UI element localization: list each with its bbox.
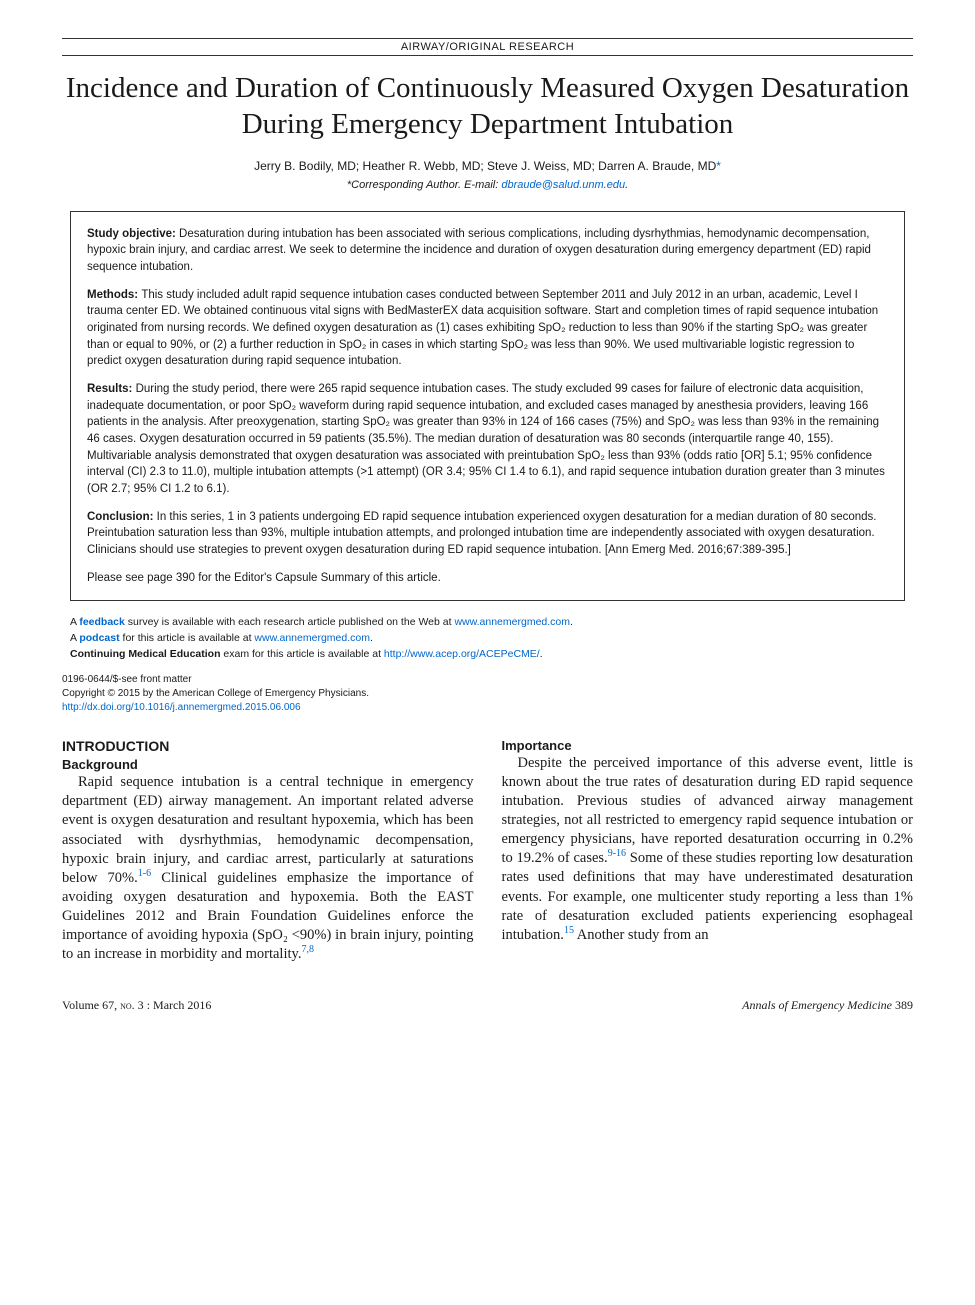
column-left: INTRODUCTION Background Rapid sequence i… [62,737,474,965]
cme-url[interactable]: http://www.acep.org/ACEPeCME/ [384,648,540,660]
podcast-notice: A podcast for this article is available … [70,631,905,647]
objective-text: Desaturation during intubation has been … [87,228,871,273]
objective-label: Study objective: [87,228,179,240]
abstract-results: Results: During the study period, there … [87,381,888,498]
corresponding-period: . [625,179,628,191]
podcast-period: . [370,632,373,644]
cme-notice: Continuing Medical Education exam for th… [70,647,905,663]
cme-label: Continuing Medical Education [70,648,221,660]
methods-label: Methods: [87,289,141,301]
podcast-link[interactable]: podcast [79,632,119,644]
methods-text: This study included adult rapid sequence… [87,289,878,368]
podcast-mid: for this article is available at [120,632,255,644]
conclusion-label: Conclusion: [87,511,157,523]
results-text: During the study period, there were 265 … [87,383,885,495]
importance-heading: Importance [502,737,914,754]
footer-issue: no. 3 [120,998,144,1012]
abstract-objective: Study objective: Desaturation during int… [87,226,888,276]
abstract-methods: Methods: This study included adult rapid… [87,287,888,370]
column-right: Importance Despite the perceived importa… [502,737,914,965]
feedback-mid: survey is available with each research a… [125,616,455,628]
copyright-line: Copyright © 2015 by the American College… [62,687,913,701]
abstract-box: Study objective: Desaturation during int… [70,211,905,602]
importance-text-c: Another study from an [574,927,709,943]
ref-link-1-6[interactable]: 1-6 [138,868,151,879]
ref-link-7-8[interactable]: 7,8 [301,944,314,955]
feedback-pre: A [70,616,79,628]
article-title: Incidence and Duration of Continuously M… [62,70,913,143]
footer-journal: Annals of Emergency Medicine [742,998,892,1012]
introduction-heading: INTRODUCTION [62,737,474,755]
cme-period: . [540,648,543,660]
doi-link[interactable]: http://dx.doi.org/10.1016/j.annemergmed.… [62,702,301,713]
footer-right: Annals of Emergency Medicine 389 [742,998,913,1013]
section-header: AIRWAY/ORIGINAL RESEARCH [62,38,913,56]
background-paragraph: Rapid sequence intubation is a central t… [62,773,474,964]
results-label: Results: [87,383,136,395]
front-matter: 0196-0644/$-see front matter Copyright ©… [62,673,913,715]
conclusion-text: In this series, 1 in 3 patients undergoi… [87,511,877,556]
body-columns: INTRODUCTION Background Rapid sequence i… [62,737,913,965]
corresponding-label: *Corresponding Author. E-mail: [347,179,501,191]
cme-mid: exam for this article is available at [221,648,384,660]
ref-link-15[interactable]: 15 [564,925,574,936]
podcast-pre: A [70,632,79,644]
author-list: Jerry B. Bodily, MD; Heather R. Webb, MD… [62,159,913,173]
corresponding-author: *Corresponding Author. E-mail: dbraude@s… [62,179,913,191]
footer-page: 389 [892,998,913,1012]
footer-volume: Volume 67, [62,998,120,1012]
corresponding-marker: * [716,159,721,173]
importance-paragraph: Despite the perceived importance of this… [502,754,914,945]
footer-date: : March 2016 [144,998,212,1012]
corresponding-email-link[interactable]: dbraude@salud.unm.edu [501,179,625,191]
ref-link-9-16[interactable]: 9-16 [608,848,626,859]
capsule-note: Please see page 390 for the Editor's Cap… [87,570,888,587]
page-footer: Volume 67, no. 3 : March 2016 Annals of … [62,998,913,1013]
issn-line: 0196-0644/$-see front matter [62,673,913,687]
footer-left: Volume 67, no. 3 : March 2016 [62,998,211,1013]
feedback-link[interactable]: feedback [79,616,125,628]
feedback-period: . [570,616,573,628]
feedback-notice: A feedback survey is available with each… [70,615,905,631]
abstract-conclusion: Conclusion: In this series, 1 in 3 patie… [87,509,888,559]
notices-block: A feedback survey is available with each… [70,615,905,662]
background-heading: Background [62,756,474,773]
podcast-url[interactable]: www.annemergmed.com [254,632,370,644]
feedback-url[interactable]: www.annemergmed.com [454,616,570,628]
authors-text: Jerry B. Bodily, MD; Heather R. Webb, MD… [254,159,716,173]
